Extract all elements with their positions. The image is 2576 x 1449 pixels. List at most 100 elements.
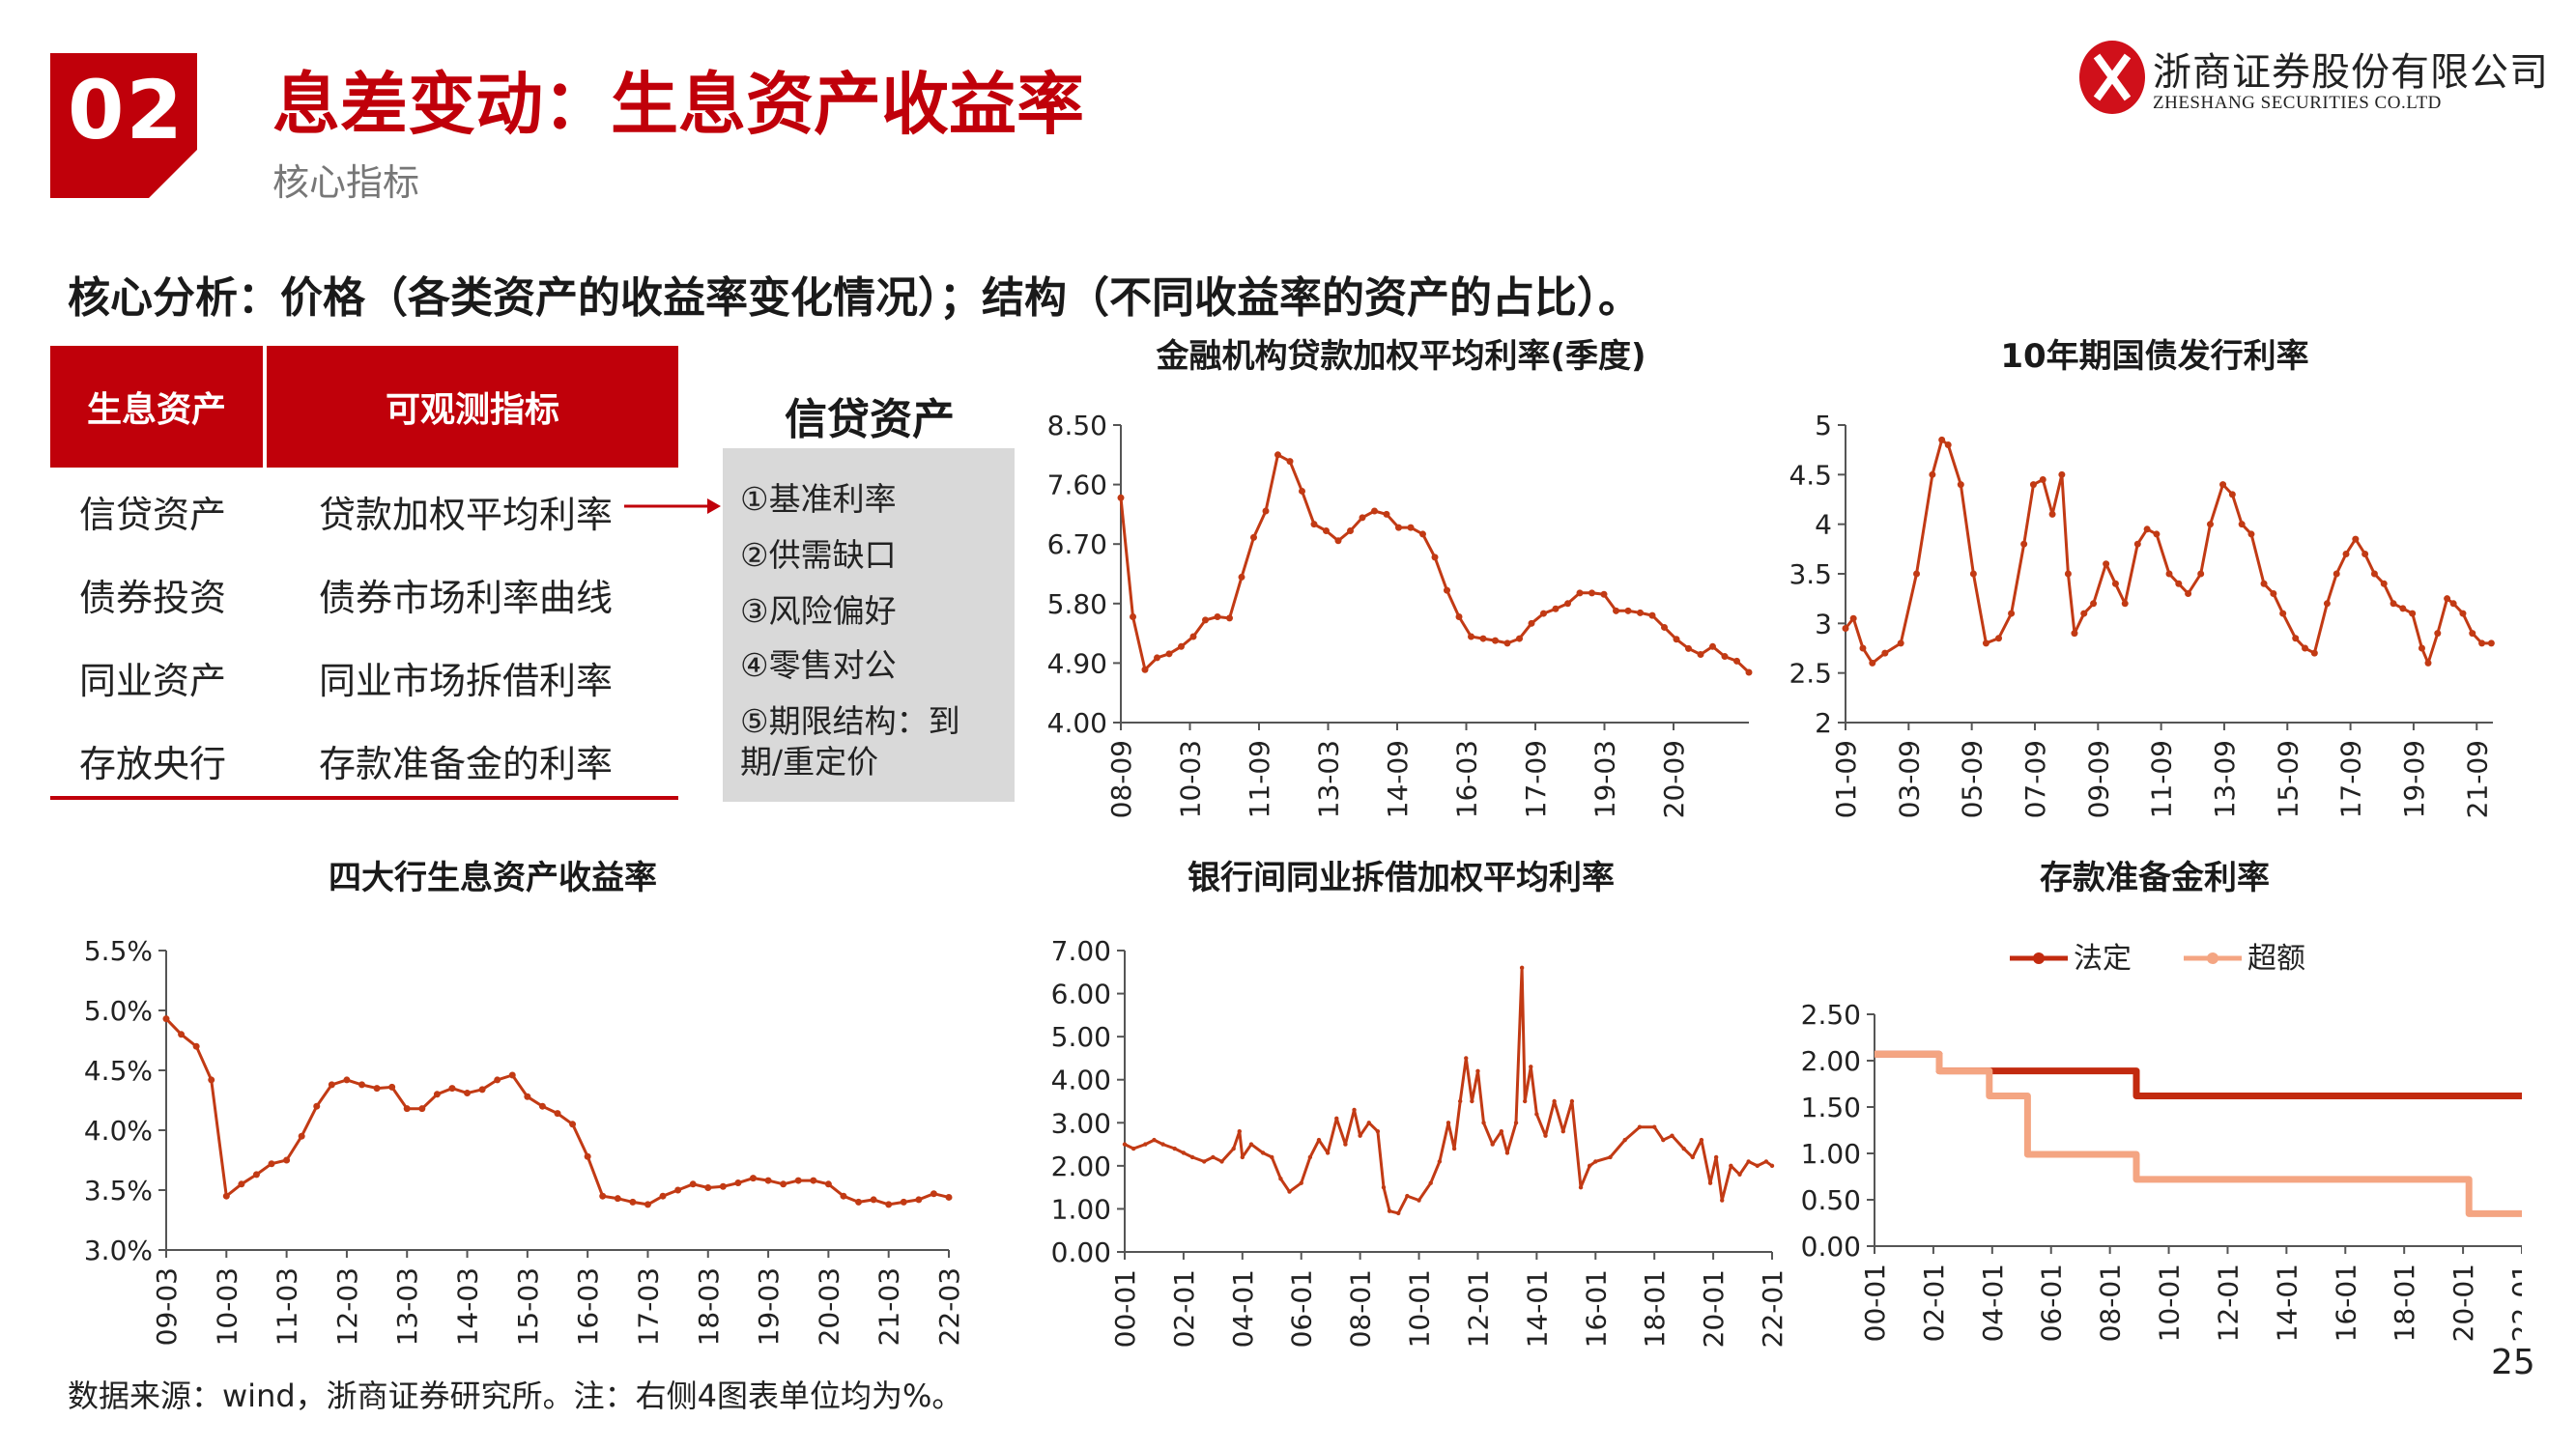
series-line-1 — [1875, 1050, 2522, 1217]
table-header-asset: 生息资产 — [86, 390, 226, 430]
indicator-table: 生息资产 可观测指标 信贷资产 贷款加权平均利率 债券投资 债券市场利率曲线 同… — [50, 346, 678, 800]
data-point — [1407, 524, 1415, 531]
data-point — [448, 1085, 456, 1093]
x-tick-label: 13-03 — [1313, 740, 1345, 818]
data-point — [1445, 1121, 1451, 1125]
data-point — [1178, 642, 1185, 650]
data-point — [192, 1042, 200, 1050]
x-tick-label: 20-09 — [1658, 740, 1690, 818]
data-point — [1543, 1133, 1548, 1138]
data-point — [1842, 624, 1849, 632]
x-tick-label: 09-03 — [151, 1267, 183, 1346]
data-point — [1417, 1198, 1421, 1203]
y-tick-label: 4.90 — [1047, 647, 1107, 679]
data-point — [208, 1076, 215, 1084]
data-point — [1490, 1142, 1495, 1147]
y-tick-label: 5.0% — [84, 995, 153, 1027]
chart-title: 银行间同业拆借加权平均利率 — [1188, 859, 1615, 897]
data-point — [1944, 441, 1952, 449]
data-point — [1737, 1172, 1742, 1177]
data-point — [1670, 1133, 1674, 1138]
data-point — [2342, 550, 2350, 557]
data-point — [1745, 668, 1753, 676]
data-point — [1307, 1154, 1313, 1160]
data-point — [1141, 666, 1149, 673]
data-point — [1455, 612, 1463, 620]
data-point — [1608, 1154, 1613, 1160]
data-point — [1681, 1146, 1686, 1151]
x-tick-label: 17-03 — [632, 1267, 664, 1346]
data-point — [1189, 633, 1197, 640]
data-point — [1359, 514, 1366, 522]
data-point — [1733, 657, 1740, 665]
data-point — [1464, 1056, 1469, 1061]
data-point — [1481, 1121, 1486, 1125]
data-point — [1143, 1142, 1148, 1147]
data-point — [508, 1071, 516, 1079]
table-cell-asset: 存放央行 — [79, 743, 227, 785]
data-point — [1152, 1137, 1157, 1143]
data-point — [478, 1086, 486, 1094]
y-tick-label: 4.00 — [1047, 707, 1107, 739]
data-point — [1613, 607, 1619, 614]
data-point — [1516, 635, 1523, 642]
table-cell-asset: 债券投资 — [79, 577, 227, 619]
y-tick-label: 7.60 — [1047, 469, 1107, 501]
data-point — [1957, 481, 1964, 489]
y-tick-label: 8.50 — [1047, 410, 1107, 441]
x-tick-label: 12-01 — [1462, 1269, 1494, 1348]
data-point — [1437, 1159, 1443, 1164]
data-point — [1248, 1142, 1254, 1147]
data-point — [674, 1186, 682, 1194]
data-point — [1316, 1137, 1322, 1143]
data-point — [2197, 570, 2205, 578]
x-tick-label: 03-09 — [1893, 740, 1925, 818]
data-point — [343, 1076, 351, 1084]
data-point — [178, 1031, 186, 1038]
y-tick-label: 4.5 — [1789, 459, 1832, 491]
data-point — [1552, 605, 1560, 612]
series-line-0 — [1124, 966, 1773, 1215]
data-point — [1287, 1189, 1292, 1194]
data-point — [1707, 1180, 1713, 1185]
data-point — [1540, 610, 1547, 617]
data-point — [1419, 530, 1426, 538]
data-point — [328, 1081, 335, 1089]
data-point — [2175, 580, 2183, 587]
data-point — [162, 1015, 170, 1023]
data-point — [2133, 540, 2141, 548]
y-tick-label: 6.00 — [1051, 979, 1111, 1010]
data-point — [1859, 644, 1867, 652]
data-point — [1214, 612, 1221, 620]
data-point — [1270, 1154, 1274, 1160]
data-point — [2333, 570, 2340, 578]
x-tick-label: 11-09 — [2146, 740, 2178, 818]
data-point — [1334, 1116, 1339, 1122]
data-point — [2352, 535, 2360, 543]
data-point — [1600, 590, 1608, 598]
y-tick-label: 6.70 — [1047, 528, 1107, 560]
data-point — [2048, 510, 2056, 518]
data-point — [2185, 590, 2192, 598]
data-point — [252, 1171, 260, 1179]
data-point — [1165, 650, 1173, 658]
data-point — [238, 1180, 245, 1188]
data-point — [584, 1152, 591, 1160]
y-tick-label: 2.50 — [1801, 999, 1861, 1031]
data-point — [750, 1175, 757, 1182]
y-tick-label: 1.50 — [1801, 1092, 1861, 1123]
data-point — [2058, 470, 2066, 478]
data-point — [1697, 651, 1704, 659]
series-line-0 — [1119, 453, 1751, 674]
x-tick-label: 09-09 — [2082, 740, 2114, 818]
table-cell-asset: 信贷资产 — [79, 494, 227, 536]
data-point — [2302, 644, 2309, 652]
data-point — [1648, 611, 1656, 619]
y-tick-label: 3 — [1815, 608, 1832, 639]
data-point — [1637, 609, 1644, 616]
y-tick-label: 0.50 — [1801, 1184, 1861, 1216]
page-number: 25 — [2491, 1343, 2535, 1382]
data-point — [704, 1184, 712, 1192]
data-point — [2238, 521, 2246, 528]
